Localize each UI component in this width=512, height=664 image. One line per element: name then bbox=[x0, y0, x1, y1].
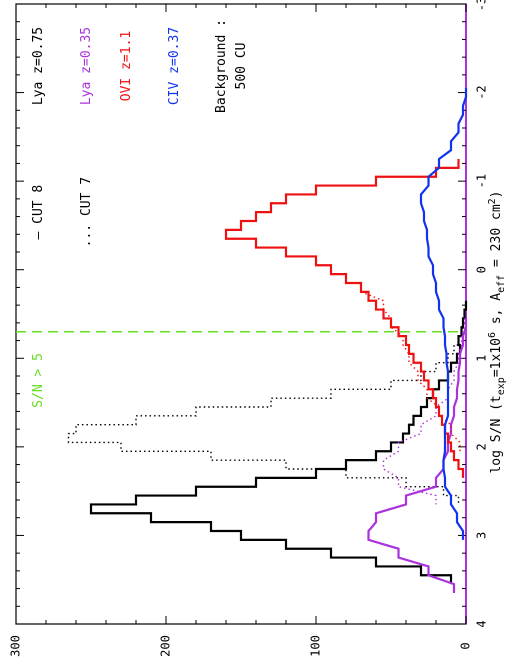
legend-ovi: OVI z=1.1 bbox=[119, 31, 134, 101]
x-axis-label: log S/N (texp=1x106 s, Aeff = 230 cm2) bbox=[487, 190, 507, 473]
x-tick-label: 4 bbox=[475, 620, 489, 627]
x-tick-label: 2 bbox=[475, 443, 489, 450]
plot-frame bbox=[15, 3, 467, 625]
y-tick-label: 100 bbox=[309, 635, 323, 657]
series-civ-solid bbox=[419, 88, 468, 540]
y-tick-label: 200 bbox=[159, 635, 173, 657]
legend-lya35: Lya z=0.35 bbox=[79, 27, 94, 105]
legend-background-1: Background : bbox=[214, 19, 229, 113]
axis-ticks: -3 -2 -1 0 1 2 3 4 0 100 200 300 bbox=[9, 0, 489, 657]
threshold-label: S/N > 5 bbox=[31, 353, 46, 408]
series-ovi-solid bbox=[224, 159, 465, 478]
x-tick-label: 3 bbox=[475, 532, 489, 539]
y-tick-label: 300 bbox=[9, 635, 23, 657]
x-tick-label: -2 bbox=[475, 85, 489, 99]
x-tick-label: 0 bbox=[475, 266, 489, 273]
series-ovi-dotted bbox=[360, 283, 461, 452]
legend-background-2: 500 CU bbox=[234, 43, 249, 90]
y-tick-label: 0 bbox=[459, 642, 473, 649]
legend-cut7: ... CUT 7 bbox=[79, 177, 94, 247]
series-lines bbox=[67, 88, 468, 593]
threshold-line: S/N > 5 bbox=[16, 330, 466, 408]
legend-lya75: Lya z=0.75 bbox=[31, 27, 46, 105]
x-tick-label: -1 bbox=[475, 174, 489, 188]
series-lya75-solid bbox=[89, 300, 468, 585]
legend-cut8: — CUT 8 bbox=[31, 185, 46, 240]
x-tick-label: 1 bbox=[475, 355, 489, 362]
legend: Lya z=0.75 — CUT 8 ... CUT 7 Lya z=0.35 OVI … bbox=[31, 19, 249, 247]
x-tick-label: -3 bbox=[475, 0, 489, 11]
series-lya35-dotted bbox=[382, 318, 466, 505]
series-lya75-dotted bbox=[67, 327, 464, 505]
legend-civ: CIV z=0.37 bbox=[167, 27, 182, 105]
series-lya35-solid bbox=[367, 318, 468, 593]
